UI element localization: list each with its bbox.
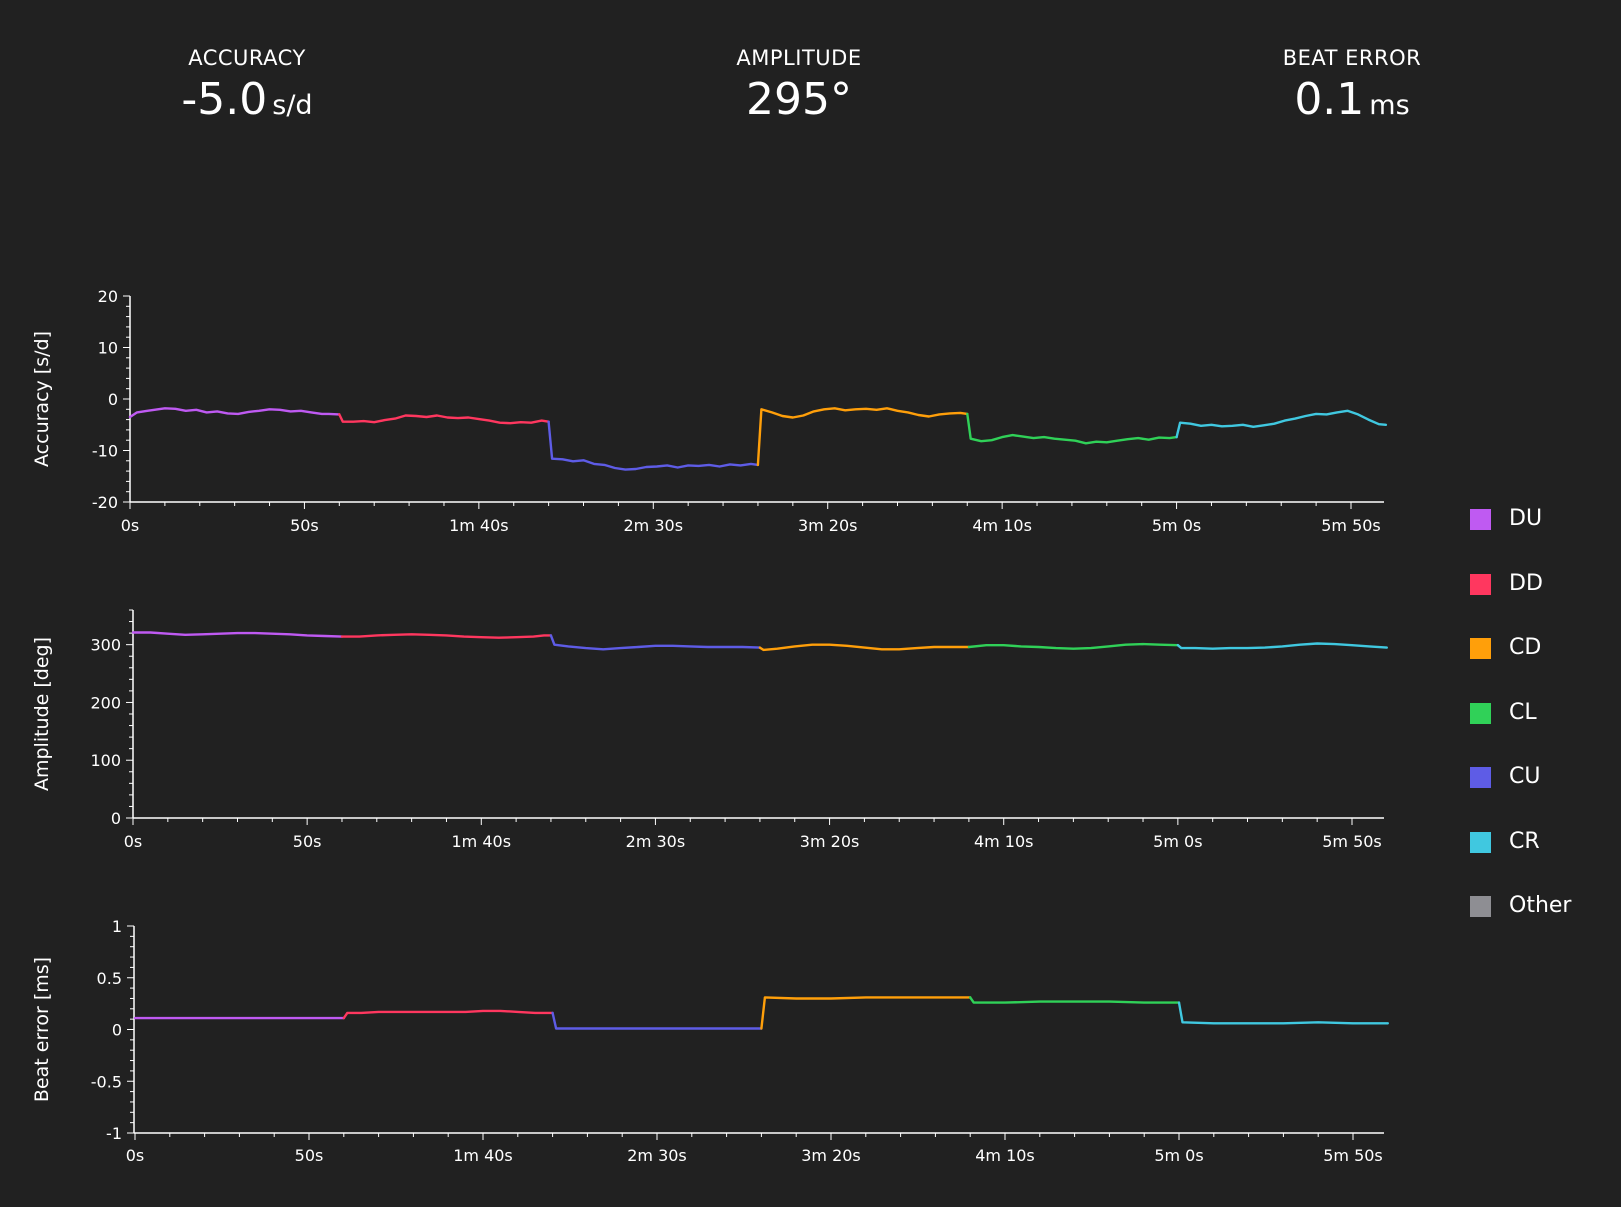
legend-swatch-cd (1470, 638, 1491, 659)
amplitude-series-cr (1176, 642, 1389, 650)
accuracy-y-tick-label: -20 (92, 493, 118, 512)
accuracy-unit: s/d (272, 90, 313, 121)
beat-error-x-tick-label: 4m 10s (975, 1146, 1035, 1165)
legend-label-du: DU (1509, 506, 1543, 531)
amplitude-y-tick-label: 200 (90, 693, 121, 712)
beat-error-x-tick-label: 5m 50s (1323, 1146, 1383, 1165)
amplitude-stat: AMPLITUDE 295° (639, 46, 959, 122)
beat-error-y-tick-label: -0.5 (91, 1072, 122, 1091)
amplitude-x-tick-label: 2m 30s (626, 832, 686, 851)
legend-label-cl: CL (1509, 699, 1537, 725)
accuracy-readout: -5.0 s/d (87, 78, 407, 122)
beat-error-readout: 0.1 ms (1192, 78, 1512, 122)
amplitude-y-tick-label: 300 (90, 636, 121, 655)
amplitude-y-axis-label: Amplitude [deg] (31, 637, 53, 791)
accuracy-x-tick-label: 1m 40s (449, 516, 509, 535)
legend-label-cu: CU (1509, 764, 1541, 789)
amplitude-series-cu (549, 634, 762, 651)
beat-error-stat: BEAT ERROR 0.1 ms (1192, 46, 1512, 122)
amplitude-x-tick-label: 5m 50s (1322, 832, 1382, 851)
beat-error-x-tick-label: 2m 30s (627, 1146, 687, 1165)
beat-error-label: BEAT ERROR (1282, 46, 1422, 70)
accuracy-x-tick-label: 5m 0s (1152, 516, 1201, 535)
accuracy-x-tick-label: 50s (290, 516, 319, 535)
accuracy-x-tick-label: 0s (121, 516, 140, 535)
beat-error-value: 0.1 (1294, 74, 1365, 125)
accuracy-x-tick-label: 3m 20s (798, 516, 858, 535)
beat-error-x-tick-label: 50s (295, 1146, 324, 1165)
beat-error-series-cd (760, 996, 972, 1030)
accuracy-series-dd (338, 413, 550, 425)
beat-error-unit: ms (1369, 90, 1410, 121)
amplitude-y-tick-label: 0 (111, 809, 121, 828)
amplitude-label: AMPLITUDE (736, 46, 862, 70)
amplitude-series-du (131, 631, 344, 638)
accuracy-x-tick-label: 5m 50s (1321, 516, 1381, 535)
accuracy-y-axis-label: Accuracy [s/d] (31, 331, 53, 467)
amplitude-readout: 295° (639, 78, 959, 122)
beat-error-y-axis-label: Beat error [ms] (31, 957, 53, 1102)
amplitude-y-tick-label: 100 (90, 751, 121, 770)
accuracy-series-du (128, 407, 341, 419)
accuracy-series-cu (547, 420, 760, 471)
accuracy-stat: ACCURACY -5.0 s/d (87, 46, 407, 122)
amplitude-x-tick-label: 0s (124, 832, 143, 851)
beat-error-y-tick-label: 0 (112, 1021, 122, 1040)
beat-error-series-cl (969, 996, 1181, 1004)
accuracy-y-tick-label: 10 (98, 339, 118, 358)
legend-swatch-other (1470, 896, 1491, 917)
beat-error-y-tick-label: 0.5 (97, 969, 122, 988)
legend-swatch-cl (1470, 702, 1491, 724)
legend-swatch-cu (1470, 767, 1491, 788)
amplitude-x-tick-label: 3m 20s (800, 832, 860, 851)
beat-error-x-tick-label: 3m 20s (801, 1146, 861, 1165)
beat-error-series-cu (551, 1011, 763, 1030)
accuracy-y-tick-label: 0 (108, 390, 118, 409)
accuracy-x-tick-label: 2m 30s (624, 516, 684, 535)
accuracy-y-tick-label: 20 (98, 287, 118, 306)
amplitude-x-tick-label: 50s (293, 832, 322, 851)
beat-error-x-tick-label: 1m 40s (453, 1146, 513, 1165)
accuracy-label: ACCURACY (188, 46, 306, 70)
accuracy-series-cr (1175, 409, 1388, 439)
amplitude-value: 295° (746, 74, 852, 125)
legend-swatch-dd (1470, 573, 1491, 595)
amplitude-series-cl (967, 642, 1180, 650)
legend-label-other: Other (1509, 893, 1572, 918)
beat-error-x-tick-label: 0s (126, 1146, 145, 1165)
accuracy-series-cd (756, 407, 969, 467)
amplitude-x-tick-label: 5m 0s (1153, 832, 1202, 851)
accuracy-y-tick-label: -10 (92, 442, 118, 461)
beat-error-series-cr (1177, 1001, 1390, 1025)
legend-label-dd: DD (1509, 570, 1543, 596)
legend-swatch-cr (1470, 831, 1491, 853)
amplitude-x-tick-label: 4m 10s (974, 832, 1034, 851)
beat-error-y-tick-label: 1 (112, 917, 122, 936)
amplitude-x-tick-label: 1m 40s (452, 832, 512, 851)
legend-label-cr: CR (1509, 828, 1540, 854)
legend-label-cd: CD (1509, 635, 1542, 660)
beat-error-x-tick-label: 5m 0s (1154, 1146, 1203, 1165)
accuracy-x-tick-label: 4m 10s (972, 516, 1032, 535)
accuracy-value: -5.0 (181, 74, 268, 125)
legend-swatch-du (1470, 509, 1491, 530)
beat-error-series-dd (342, 1009, 554, 1020)
amplitude-series-dd (340, 633, 553, 639)
amplitude-series-cd (758, 643, 971, 652)
accuracy-series-cl (966, 412, 1178, 445)
beat-error-y-tick-label: -1 (106, 1124, 122, 1143)
